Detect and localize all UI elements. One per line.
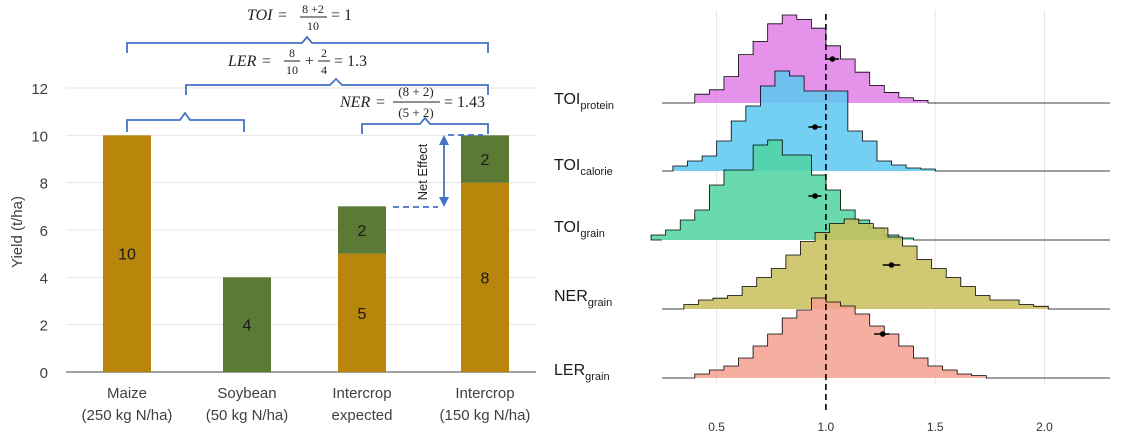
bar-value-label: 2 xyxy=(481,152,490,169)
category-label-line2: (50 kg N/ha) xyxy=(206,407,289,424)
ner-denominator: (5 + 2) xyxy=(398,105,434,120)
ridge-label: NERgrain xyxy=(554,288,612,309)
ner-formula: NER = (8 + 2) (5 + 2) = 1.43 xyxy=(339,84,485,120)
y-axis-label: Yield (t/ha) xyxy=(9,196,26,268)
toi-lhs: TOI xyxy=(247,7,273,24)
bar-chart: 0 2 4 6 8 10 12 Yield (t/ha) 10 4 5 2 8 2 Maize (250… xyxy=(9,2,536,424)
y-tick-label: 12 xyxy=(31,81,48,98)
toi-formula: TOI = 8 +2 10 = 1 xyxy=(247,2,352,33)
ridge-outline xyxy=(662,218,1110,310)
ler-lhs: LER xyxy=(227,53,257,70)
y-tick-labels: 0 2 4 6 8 10 12 xyxy=(31,81,48,382)
ridgeline-chart: 0.5 1.0 1.5 2.0 TOIproteinTOIcalorieTOIgrai… xyxy=(554,10,1110,434)
ridge-label-name: NER xyxy=(554,288,588,305)
ridge-label-subscript: grain xyxy=(580,228,604,240)
category-label-line1: Intercrop xyxy=(455,385,514,402)
ridge-label: TOIgrain xyxy=(554,219,605,240)
bar-segment-soybean xyxy=(461,135,509,183)
category-label-line2: (150 kg N/ha) xyxy=(440,407,531,424)
ler-brace xyxy=(185,77,489,95)
category-label-line1: Maize xyxy=(107,385,147,402)
ler-n2: 2 xyxy=(321,46,327,60)
ridge-fill xyxy=(662,15,1110,103)
bar-segment-maize xyxy=(461,182,509,372)
net-effect-annotation: Net Effect xyxy=(393,134,483,208)
x-tick-label: 1.5 xyxy=(927,420,944,434)
ler-result: = 1.3 xyxy=(334,53,367,70)
ler-d1: 10 xyxy=(286,63,298,77)
category-label-line2: (250 kg N/ha) xyxy=(82,407,173,424)
toi-denominator: 10 xyxy=(307,19,319,33)
category-label-line2: expected xyxy=(332,407,393,424)
ridge-fill xyxy=(662,219,1110,309)
ridge-label-name: LER xyxy=(554,362,585,379)
y-tick-label: 2 xyxy=(40,318,48,335)
bar-value-label: 10 xyxy=(118,247,136,264)
intercrop-brace xyxy=(361,116,489,134)
ridge-label-subscript: grain xyxy=(588,297,612,309)
ridge-outline xyxy=(662,70,1110,172)
ridge-labels: TOIproteinTOIcalorieTOIgrainNERgrainLERg… xyxy=(554,91,614,383)
bar-value-label: 8 xyxy=(481,270,490,287)
ler-plus: + xyxy=(305,53,314,70)
ler-eq: = xyxy=(262,53,271,70)
y-tick-label: 8 xyxy=(40,176,48,193)
ridge-label: LERgrain xyxy=(554,362,610,383)
x-tick-label: 1.0 xyxy=(818,420,835,434)
toi-brace xyxy=(126,35,489,53)
bars: 10 4 5 2 8 2 xyxy=(103,135,509,372)
x-tick-label: 2.0 xyxy=(1036,420,1053,434)
mean-point xyxy=(879,331,886,337)
y-tick-label: 10 xyxy=(31,128,48,145)
ridge-label-name: TOI xyxy=(554,219,580,236)
x-tick-labels: 0.5 1.0 1.5 2.0 xyxy=(708,420,1053,434)
monocrop-brace xyxy=(126,111,245,132)
toi-eq: = xyxy=(278,7,287,24)
mean-point xyxy=(812,193,818,199)
category-label-line1: Soybean xyxy=(217,385,276,402)
ler-formula: LER = 8 10 + 2 4 = 1.3 xyxy=(227,46,367,77)
net-effect-arrowhead-bottom xyxy=(439,197,449,207)
ridge-outline xyxy=(662,14,1110,104)
ner-eq: = xyxy=(376,94,385,111)
bar-value-label: 4 xyxy=(243,318,252,335)
formula-braces xyxy=(126,35,489,134)
ridge-label: TOIprotein xyxy=(554,91,614,112)
category-label-line1: Intercrop xyxy=(332,385,391,402)
ridge-fill xyxy=(662,298,1110,378)
y-tick-label: 6 xyxy=(40,223,48,240)
ridge-label: TOIcalorie xyxy=(554,157,613,178)
ner-result: = 1.43 xyxy=(444,94,485,111)
ridges xyxy=(650,14,1110,379)
bar-segment-soybean xyxy=(338,206,386,254)
ridge-outline xyxy=(662,297,1110,379)
ler-n1: 8 xyxy=(289,46,295,60)
ner-numerator: (8 + 2) xyxy=(398,84,434,99)
net-effect-arrowhead-top xyxy=(439,135,449,145)
x-category-labels: Maize (250 kg N/ha) Soybean (50 kg N/ha) Int… xyxy=(82,385,531,424)
ridge-label-subscript: protein xyxy=(580,100,614,112)
toi-result: = 1 xyxy=(331,7,352,24)
toi-numerator: 8 +2 xyxy=(302,2,324,16)
y-tick-label: 0 xyxy=(40,365,48,382)
bar-value-label: 5 xyxy=(358,306,367,323)
x-tick-label: 0.5 xyxy=(708,420,725,434)
y-tick-label: 4 xyxy=(40,270,48,287)
bar-value-label: 2 xyxy=(358,223,367,240)
mean-point xyxy=(888,262,895,268)
bar-segment-maize xyxy=(103,135,151,372)
ridge-label-name: TOI xyxy=(554,157,580,174)
net-effect-label: Net Effect xyxy=(415,143,430,200)
ler-d2: 4 xyxy=(321,63,327,77)
ridge-fill xyxy=(651,140,1110,240)
bar-segment-soybean xyxy=(223,277,271,372)
mean-point xyxy=(812,124,818,130)
ridge-label-subscript: calorie xyxy=(580,166,612,178)
mean-point xyxy=(829,56,836,62)
bar-segment-maize xyxy=(338,253,386,372)
ner-lhs: NER xyxy=(339,94,370,111)
ridge-label-name: TOI xyxy=(554,91,580,108)
ridge-label-subscript: grain xyxy=(585,371,609,383)
